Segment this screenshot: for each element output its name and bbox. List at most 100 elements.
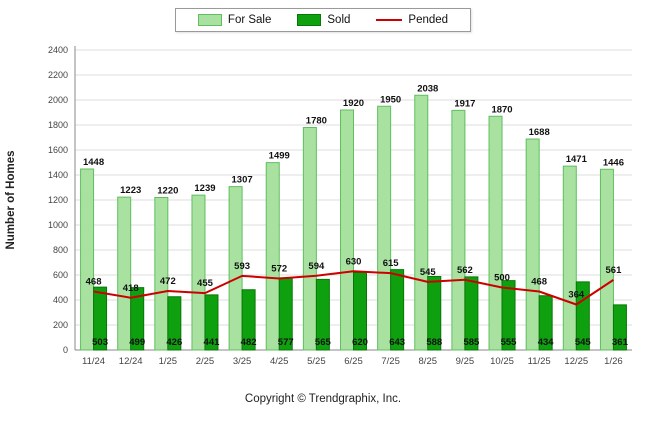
for-sale-value-label: 1471	[566, 154, 588, 165]
y-tick-label: 400	[53, 295, 68, 305]
y-tick-label: 1200	[48, 195, 68, 205]
pended-value-label: 593	[234, 261, 250, 272]
x-tick-label: 11/25	[528, 356, 551, 367]
legend-item-sold: Sold	[297, 14, 350, 26]
pended-line-swatch	[376, 18, 403, 22]
pended-value-label: 562	[457, 265, 473, 276]
pended-line	[93, 270, 614, 306]
bar-for-sale	[228, 186, 243, 351]
x-tick-label: 12/25	[564, 356, 588, 367]
pended-value-label: 561	[606, 265, 623, 276]
bar-sold	[167, 296, 182, 351]
pended-value-label: 545	[420, 267, 437, 278]
x-tick-label: 5/25	[307, 356, 326, 367]
y-axis-title: Number of Homes	[5, 150, 17, 249]
pended-value-label: 455	[197, 278, 214, 289]
pended-value-label: 468	[86, 277, 102, 288]
for-sale-value-label: 1917	[454, 98, 475, 109]
y-tick-label: 2400	[48, 45, 68, 55]
legend-label-for-sale: For Sale	[227, 14, 272, 26]
bar-sold	[315, 278, 330, 351]
pended-value-label: 572	[271, 264, 287, 275]
y-tick-label: 1000	[48, 220, 68, 230]
legend-label-pended: Pended	[408, 14, 449, 26]
bar-sold	[390, 269, 405, 351]
bar-sold	[501, 280, 516, 351]
bar-for-sale	[525, 138, 540, 351]
sold-value-label: 585	[463, 337, 480, 348]
for-sale-value-label: 1239	[194, 183, 215, 194]
sold-value-label: 426	[166, 337, 182, 348]
for-sale-value-label: 1307	[232, 175, 253, 186]
y-tick-label: 2000	[48, 95, 68, 105]
pended-value-label: 472	[160, 276, 176, 287]
x-tick-label: 12/24	[119, 356, 143, 367]
bar-for-sale	[340, 109, 354, 351]
legend-wrap: For Sale Sold Pended	[0, 0, 646, 32]
y-tick-label: 1800	[48, 120, 68, 130]
for-sale-value-label: 1220	[157, 186, 178, 197]
bar-sold	[612, 304, 627, 351]
sold-value-label: 565	[315, 337, 332, 348]
for-sale-value-label: 1223	[120, 185, 141, 196]
pended-value-label: 468	[531, 277, 547, 288]
pended-value-label: 594	[308, 261, 325, 272]
x-tick-label: 4/25	[270, 356, 289, 367]
y-tick-label: 800	[53, 245, 68, 255]
for-sale-swatch	[197, 14, 222, 26]
x-tick-label: 3/25	[233, 356, 252, 367]
pended-value-label: 500	[494, 273, 510, 284]
bar-for-sale	[599, 168, 614, 351]
legend-item-pended: Pended	[376, 14, 448, 26]
x-tick-label: 2/25	[196, 356, 215, 367]
sold-value-label: 482	[241, 337, 257, 348]
for-sale-value-label: 1780	[306, 116, 327, 127]
sold-value-label: 499	[129, 337, 145, 348]
x-tick-label: 9/25	[456, 356, 475, 367]
bar-for-sale	[414, 94, 429, 351]
sold-value-label: 545	[575, 337, 592, 348]
bar-for-sale	[117, 196, 132, 351]
sold-swatch	[297, 14, 322, 26]
x-tick-label: 6/25	[344, 356, 363, 367]
y-tick-label: 1400	[48, 170, 68, 180]
y-tick-label: 200	[53, 320, 68, 330]
legend: For Sale Sold Pended	[174, 8, 472, 32]
y-tick-label: 600	[53, 270, 68, 280]
sold-value-label: 588	[426, 337, 442, 348]
x-tick-label: 1/26	[604, 356, 623, 367]
for-sale-value-label: 1870	[491, 104, 512, 115]
for-sale-value-label: 1920	[343, 98, 364, 109]
for-sale-value-label: 1950	[380, 94, 401, 105]
chart: Number of Homes 0 200 400 600 800 1000 1200 140…	[5, 45, 632, 367]
pended-value-label: 418	[123, 283, 139, 294]
for-sale-value-label: 1446	[603, 157, 624, 168]
x-tick-label: 10/25	[490, 356, 514, 367]
bar-sold	[464, 276, 479, 351]
bar-for-sale	[488, 115, 503, 351]
y-tick-label: 1600	[48, 145, 68, 155]
pended-value-label: 630	[346, 256, 362, 267]
bar-for-sale	[80, 168, 95, 351]
x-tick-label: 1/25	[159, 356, 178, 367]
sold-value-label: 441	[204, 337, 221, 348]
pended-value-label: 615	[383, 258, 400, 269]
bar-for-sale	[562, 165, 577, 351]
x-tick-label: 8/25	[419, 356, 438, 367]
for-sale-value-label: 1448	[83, 157, 104, 168]
bar-for-sale	[451, 109, 466, 351]
bar-sold	[538, 295, 553, 351]
for-sale-value-label: 1499	[269, 151, 290, 162]
bar-sold	[427, 276, 442, 351]
copyright: Copyright © Trendgraphix, Inc.	[244, 393, 402, 405]
legend-item-for-sale: For Sale	[197, 14, 272, 26]
bar-for-sale	[265, 162, 280, 351]
bar-for-sale	[302, 127, 317, 351]
for-sale-value-label: 2038	[417, 83, 438, 94]
bar-for-sale	[377, 105, 392, 351]
sold-value-label: 361	[612, 337, 629, 348]
bar-sold	[93, 286, 108, 351]
pended-value-label: 364	[568, 290, 585, 301]
sold-value-label: 555	[501, 337, 518, 348]
